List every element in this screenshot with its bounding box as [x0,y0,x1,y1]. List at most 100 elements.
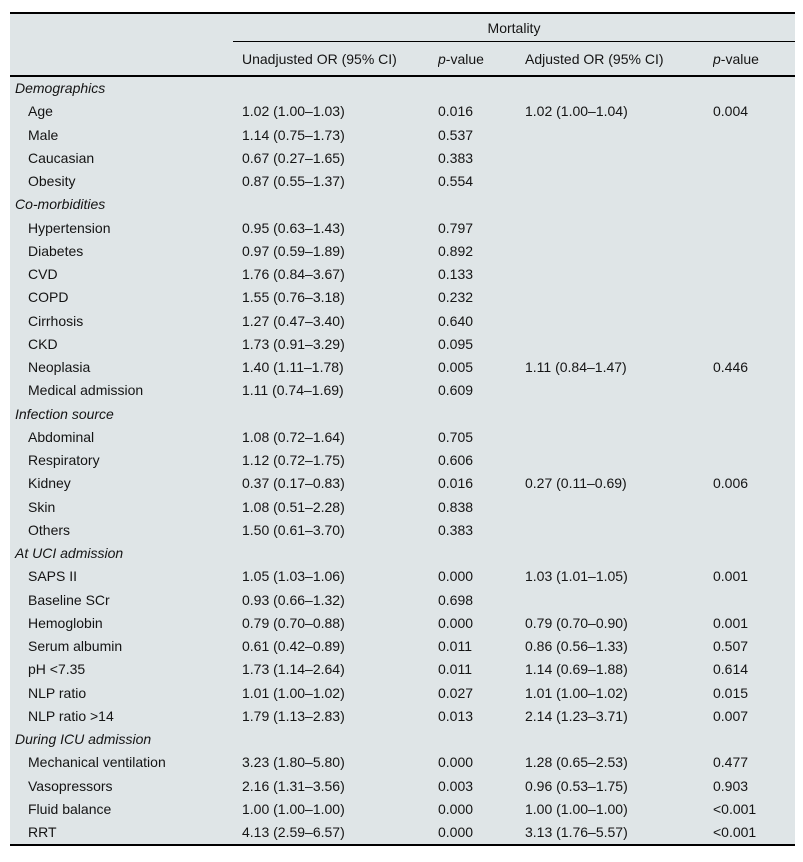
adj-p-value-cell [713,589,795,612]
adjusted-or-cell [525,240,713,263]
adj-p-value-cell [713,170,795,193]
adj-p-value-cell: <0.001 [713,824,757,840]
adjusted-or-cell [525,333,713,356]
unadjusted-or-cell: 1.27 (0.47–3.40) [242,312,345,329]
p-value-cell: 0.000 [438,800,474,817]
p-value-cell: 0.797 [438,219,474,236]
empty-cell [713,728,795,751]
section-header-row: At UCI admission [10,542,795,565]
p-value-cell: 0.003 [438,777,474,794]
unadjusted-or-cell: 3.23 (1.80–5.80) [242,754,345,771]
adjusted-or-cell: 1.00 (1.00–1.00) [525,800,628,817]
p-value-cell: 0.640 [438,312,474,329]
section-label: Demographics [15,80,106,96]
empty-cell [713,542,795,565]
p-value-cell: 0.027 [438,684,474,701]
empty-cell [713,193,795,216]
adj-p-value-cell [713,240,795,263]
adj-p-value-cell [713,426,795,449]
header-adjusted-or-label: Adjusted OR (95% CI) [525,50,664,67]
header-p-value-2: p-value [713,51,795,67]
row-label: CVD [28,266,58,282]
adj-p-value-cell [713,263,795,286]
unadjusted-or-cell: 0.87 (0.55–1.37) [242,173,345,189]
adjusted-or-cell: 1.02 (1.00–1.04) [525,103,628,120]
section-header-row: During ICU admission [10,728,795,751]
unadjusted-or-cell: 1.40 (1.11–1.78) [242,359,344,375]
adj-p-value-cell: <0.001 [713,800,757,817]
empty-cell [438,542,525,565]
table-body: Demographics Age 1.02 (1.00–1.03) 0.016 1.02… [10,77,795,844]
unadjusted-or-cell: 0.61 (0.42–0.89) [242,638,345,654]
table-row: Baseline SCr 0.93 (0.66–1.32) 0.698 [10,589,795,612]
unadjusted-or-cell: 1.73 (0.91–3.29) [242,335,345,352]
unadjusted-or-cell: 0.93 (0.66–1.32) [242,591,345,608]
section-label: Infection source [15,405,114,422]
row-label: CKD [28,335,58,352]
unadjusted-or-cell: 0.79 (0.70–0.88) [242,614,345,631]
section-label: At UCI admission [15,545,124,561]
row-label: Skin [28,498,56,515]
p-value-cell: 0.705 [438,428,474,445]
empty-cell [525,728,713,751]
adj-p-value-cell: 0.006 [713,475,749,492]
empty-cell [438,403,525,426]
adjusted-or-cell: 1.28 (0.65–2.53) [525,754,628,771]
table-row: Serum albumin 0.61 (0.42–0.89) 0.011 0.86 (… [10,635,795,658]
empty-cell [713,403,795,426]
table-row: Others 1.50 (0.61–3.70) 0.383 [10,519,795,542]
table-row: Fluid balance 1.00 (1.00–1.00) 0.000 1.00 (… [10,798,795,821]
row-label: Others [28,521,71,538]
section-header-row: Infection source [10,403,795,426]
p-value-cell: 0.000 [438,754,474,771]
empty-cell [438,193,525,216]
p-value-cell: 0.000 [438,568,474,585]
p-value-cell: 0.698 [438,591,474,608]
unadjusted-or-cell: 1.00 (1.00–1.00) [242,800,345,817]
row-label: Obesity [28,173,76,189]
row-label: Vasopressors [28,777,113,794]
table-row: CKD 1.73 (0.91–3.29) 0.095 [10,333,795,356]
unadjusted-or-cell: 1.02 (1.00–1.03) [242,103,345,120]
adjusted-or-cell [525,147,713,170]
adj-p-value-cell [713,449,795,472]
table-row: Male 1.14 (0.75–1.73) 0.537 [10,124,795,147]
section-header-row: Co-morbidities [10,193,795,216]
adjusted-or-cell [525,519,713,542]
row-label: Respiratory [28,452,100,468]
adj-p-value-cell [713,286,795,309]
unadjusted-or-cell: 1.50 (0.61–3.70) [242,521,345,538]
empty-cell [242,542,438,565]
adj-p-value-cell [713,496,795,519]
row-label: Cirrhosis [28,312,84,329]
adj-p-value-cell [713,147,795,170]
p-value-cell: 0.016 [438,475,474,492]
section-header-row: Demographics [10,77,795,100]
table-row: Caucasian 0.67 (0.27–1.65) 0.383 [10,147,795,170]
p-value-cell: 0.133 [438,266,474,282]
unadjusted-or-cell: 1.08 (0.72–1.64) [242,428,345,445]
adjusted-or-cell [525,589,713,612]
column-header-row: Unadjusted OR (95% CI) p-value Adjusted … [10,42,795,77]
adjusted-or-cell [525,217,713,240]
unadjusted-or-cell: 2.16 (1.31–3.56) [242,777,345,794]
spanner-row: Mortality [10,14,795,42]
adj-p-value-cell: 0.507 [713,638,749,654]
unadjusted-or-cell: 1.73 (1.14–2.64) [242,661,345,678]
p-value-cell: 0.537 [438,126,474,143]
unadjusted-or-cell: 1.05 (1.03–1.06) [242,568,345,585]
row-label: NLP ratio >14 [28,707,114,724]
p-value-cell: 0.011 [438,638,472,654]
adjusted-or-cell: 3.13 (1.76–5.57) [525,824,628,840]
table-row: pH <7.35 1.73 (1.14–2.64) 0.011 1.14 (0.69–… [10,658,795,681]
table-row: Hypertension 0.95 (0.63–1.43) 0.797 [10,217,795,240]
adj-p-value-cell: 0.004 [713,103,749,120]
adjusted-or-cell [525,449,713,472]
unadjusted-or-cell: 1.11 (0.74–1.69) [242,382,344,399]
adjusted-or-cell [525,379,713,402]
p-value-cell: 0.383 [438,149,474,166]
adjusted-or-cell: 1.14 (0.69–1.88) [525,661,628,678]
empty-cell [438,728,525,751]
unadjusted-or-cell: 0.95 (0.63–1.43) [242,219,345,236]
row-label: Kidney [28,475,71,492]
